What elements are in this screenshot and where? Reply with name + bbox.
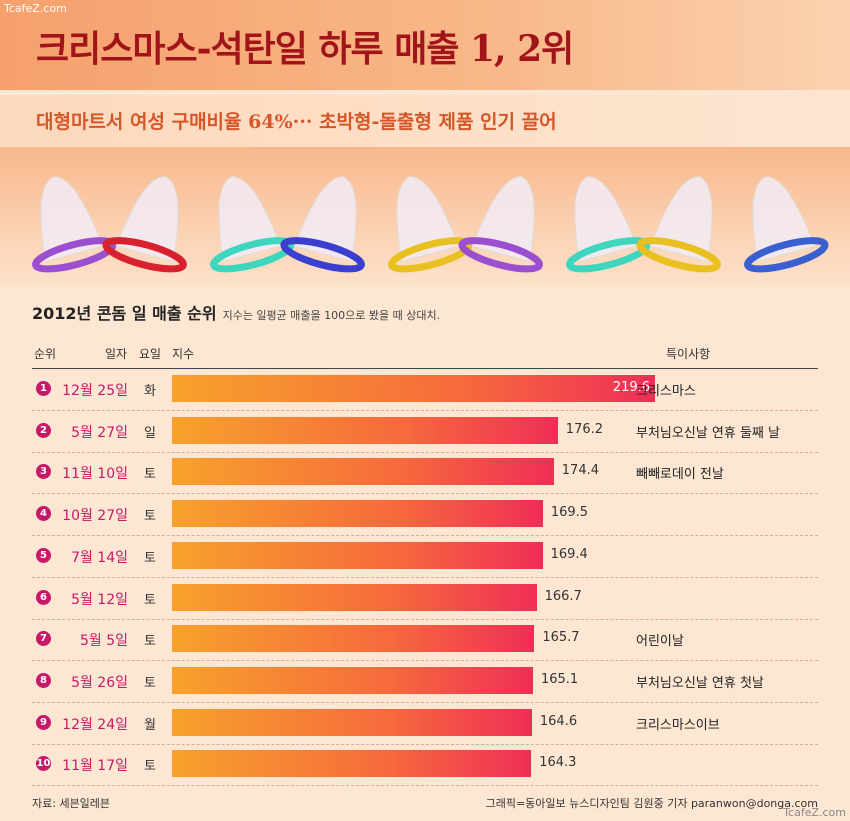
bar: [172, 708, 532, 736]
credit: 그래픽=동아일보 뉴스디자인팀 김원중 기자 paranwon@donga.co…: [485, 797, 818, 810]
rank-badge: 3: [36, 464, 51, 480]
table-row: 2 5월 27일 일 176.2 부처님오신날 연휴 둘째 날: [32, 410, 818, 453]
day-of-week: 화: [144, 384, 156, 399]
chart-title: 2012년 콘돔 일 매출 순위 지수는 일평균 매출을 100으로 봤을 때 상…: [32, 304, 441, 323]
condom-icon: [636, 176, 721, 273]
table-row: 5 7월 14일 토 169.4: [32, 535, 818, 578]
condom-icon: [280, 176, 365, 273]
rank-badge: 4: [36, 506, 51, 522]
rank-badge: 2: [36, 422, 51, 438]
bar: [172, 625, 535, 653]
value-label: 166.7: [544, 588, 582, 604]
day-of-week: 토: [144, 675, 156, 691]
day-of-week: 토: [144, 509, 156, 525]
day-of-week: 토: [144, 550, 156, 566]
date: 11월 17일: [62, 758, 128, 775]
table-row: 6 5월 12일 토 166.7: [32, 577, 818, 620]
note: 어린이날: [636, 634, 684, 650]
rank-badge: 10: [36, 756, 51, 772]
condom-icon: [744, 176, 829, 273]
bar: [172, 458, 554, 486]
day-of-week: 월: [144, 717, 156, 733]
date: 10월 27일: [62, 508, 128, 525]
page-title: 크리스마스-석탄일 하루 매출 1, 2위: [36, 28, 574, 70]
bar: [172, 541, 543, 569]
rank-badge: 9: [36, 714, 51, 730]
note: 부처님오신날 연휴 첫날: [636, 675, 764, 691]
col-date: 일자: [105, 347, 128, 361]
date: 5월 12일: [71, 591, 128, 608]
bar: [172, 750, 532, 778]
value-label: 174.4: [561, 463, 599, 479]
header-divider: [32, 368, 818, 369]
date: 5월 27일: [71, 424, 128, 441]
source: 자료: 세븐일레븐: [32, 797, 111, 810]
rank-badge: 7: [36, 631, 51, 647]
table-row: 4 10월 27일 토 169.5: [32, 493, 818, 537]
table-row: 10 11월 17일 토 164.3: [32, 743, 818, 787]
bar: [172, 583, 537, 611]
value-label: 164.3: [539, 755, 577, 771]
bar: [172, 666, 533, 694]
value-label: 165.1: [540, 671, 579, 687]
table-row: 8 5월 26일 토 165.1 부처님오신날 연휴 첫날: [32, 660, 818, 703]
day-of-week: 일: [144, 425, 156, 441]
date: 7월 14일: [71, 549, 128, 566]
condom-icon: [388, 176, 473, 273]
subtitle: 대형마트서 여성 구매비율 64%··· 초박형-돌출형 제품 인기 끌어: [36, 111, 557, 133]
title-band: TcafeZ.com 크리스마스-석탄일 하루 매출 1, 2위: [0, 0, 850, 90]
value-label: 169.4: [550, 546, 588, 562]
note: 부처님오신날 연휴 둘째 날: [636, 425, 780, 441]
note: 크리스마스이브: [636, 717, 720, 733]
day-of-week: 토: [144, 592, 156, 608]
bar: [172, 375, 655, 402]
table-row: 3 11월 10일 토 174.4 빼빼로데이 전날: [32, 451, 818, 495]
table-row: 1 12월 25일 화 219.6 크리스마스: [32, 368, 818, 411]
bar: [172, 416, 558, 444]
date: 5월 5일: [79, 633, 128, 650]
col-note: 특이사항: [666, 347, 711, 361]
subtitle-band: 대형마트서 여성 구매비율 64%··· 초박형-돌출형 제품 인기 끌어: [0, 95, 850, 147]
condom-illustration: [32, 176, 829, 273]
col-value: 지수: [172, 347, 195, 361]
rank-badge: 5: [36, 547, 51, 563]
day-of-week: 토: [144, 634, 156, 650]
note: 크리스마스: [636, 384, 696, 399]
day-of-week: 토: [144, 759, 156, 775]
condom-icon: [566, 176, 651, 273]
watermark: TcafeZ.com: [783, 806, 846, 819]
col-rank: 순위: [34, 347, 57, 361]
condom-icon: [102, 176, 187, 273]
date: 11월 10일: [62, 466, 128, 483]
rank-badge: 6: [36, 589, 51, 605]
rank-badge: 1: [36, 381, 51, 396]
date: 5월 26일: [71, 674, 128, 691]
condom-icon: [32, 176, 117, 273]
date: 12월 25일: [62, 383, 128, 399]
value-label: 165.7: [542, 630, 580, 646]
rank-badge: 8: [36, 672, 51, 688]
condom-icon: [458, 176, 543, 273]
table-row: 7 5월 5일 토 165.7 어린이날: [32, 618, 818, 662]
chart-subtitle: 지수는 일평균 매출을 100으로 봤을 때 상대치.: [222, 309, 441, 322]
value-label: 219.6: [612, 380, 651, 395]
value-label: 176.2: [565, 421, 604, 437]
date: 12월 24일: [62, 716, 128, 733]
col-dow: 요일: [139, 347, 162, 361]
table-row: 9 12월 24일 월 164.6 크리스마스이브: [32, 702, 818, 745]
bar: [172, 500, 543, 528]
day-of-week: 토: [144, 467, 156, 483]
watermark: TcafeZ.com: [4, 2, 67, 15]
value-label: 164.6: [539, 713, 578, 729]
note: 빼빼로데이 전날: [636, 467, 724, 483]
condom-icon: [210, 176, 295, 273]
value-label: 169.5: [550, 505, 589, 521]
